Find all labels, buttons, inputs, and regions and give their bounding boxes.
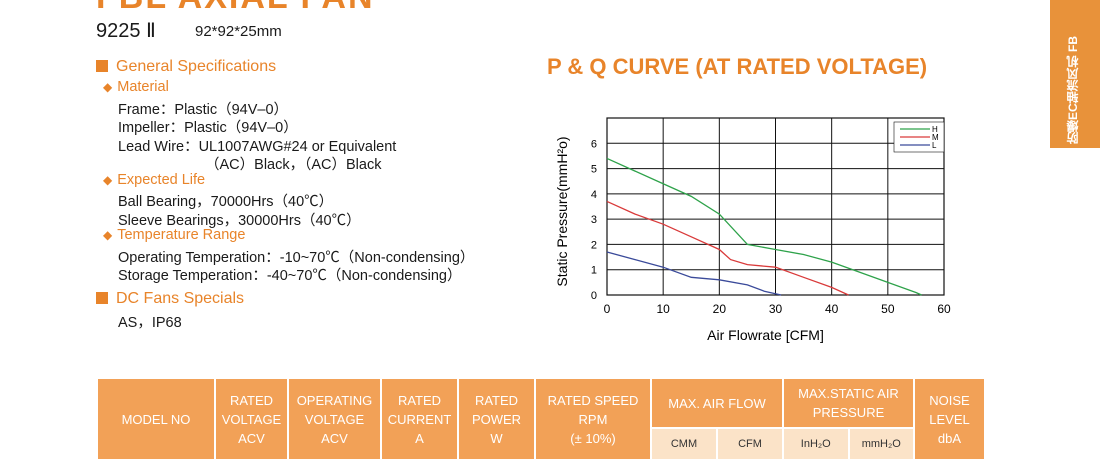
header-cell: MAX.STATIC AIR PRESSURE xyxy=(783,378,914,428)
sub-header-cell: CFM xyxy=(717,428,783,460)
spec-line: Sleeve Bearings，30000Hrs（40℃） xyxy=(118,212,361,229)
x-tick-label: 10 xyxy=(656,302,670,316)
header-line: OPERATING xyxy=(296,392,373,408)
header-cell-text: MAX. AIR FLOW xyxy=(668,394,766,413)
spec-line: Frame：Plastic（94V–0） xyxy=(118,101,289,118)
spec-line: Ball Bearing，70000Hrs（40℃） xyxy=(118,194,334,210)
spec-line: （AC）Black，（AC）Black xyxy=(205,157,382,173)
header-cell-text: OPERATING VOLTAGE ACV xyxy=(297,391,373,448)
x-tick-label: 60 xyxy=(937,302,951,316)
header-line: PRESSURE xyxy=(812,405,885,420)
header-cell-text: RATED CURRENT A xyxy=(388,391,452,448)
series-line xyxy=(606,251,782,296)
header-line: ACV xyxy=(321,430,348,446)
x-tick-label: 50 xyxy=(881,302,895,316)
y-tick-label: 2 xyxy=(591,239,597,251)
spec-line: Impeller：Plastic（94V–0） xyxy=(118,120,298,136)
header-cell: MODEL NO xyxy=(97,378,215,460)
header-line: ACV xyxy=(238,430,265,446)
header-cell-text: MODEL NO xyxy=(122,410,191,429)
section-heading: General Specifications xyxy=(96,58,276,76)
header-cell: RATED SPEED RPM (± 10%) xyxy=(535,378,651,460)
spec-line: Operating Temperation：-10~70℃（Non-conden… xyxy=(118,249,475,266)
spec-line: Storage Temperation：-40~70℃（Non-condensi… xyxy=(118,268,462,284)
header-line: MODEL NO xyxy=(121,411,191,427)
sub-heading: Temperature Range xyxy=(103,227,245,243)
legend-label: L xyxy=(932,141,937,150)
y-axis-label: Static Pressure(mmH²o) xyxy=(554,136,570,286)
model: 9225 Ⅱ xyxy=(96,20,156,42)
sub-header-cell: InH₂O xyxy=(783,428,849,460)
size: 92*92*25mm xyxy=(195,23,282,40)
header-cell-text: RATED POWER W xyxy=(472,391,521,448)
x-axis-label: Air Flowrate [CFM] xyxy=(707,327,824,343)
header-line: RATED SPEED xyxy=(547,392,639,408)
y-tick-label: 6 xyxy=(591,138,597,150)
header-cell-text: RATED SPEED RPM (± 10%) xyxy=(548,391,639,448)
x-tick-label: 30 xyxy=(769,302,783,316)
header-cell: RATED VOLTAGE ACV xyxy=(215,378,288,460)
legend-label: M xyxy=(932,133,939,142)
header-line: A xyxy=(415,430,424,446)
header-cell: OPERATING VOLTAGE ACV xyxy=(288,378,381,460)
sub-heading: Material xyxy=(103,79,169,95)
x-tick-label: 20 xyxy=(713,302,727,316)
header-cell-text: NOISE LEVEL dbA xyxy=(929,391,969,448)
title: FBL AXIAL FAN xyxy=(96,0,375,17)
header-line: VOLTAGE xyxy=(304,411,365,427)
sub-header-cell: CMM xyxy=(651,428,717,460)
page: {"header":{"title":"FBL AXIAL FAN","mode… xyxy=(0,0,1100,450)
spec-line: AS，IP68 xyxy=(118,314,182,331)
header-cell: MAX. AIR FLOW xyxy=(651,378,783,428)
y-tick-label: 3 xyxy=(591,214,597,226)
legend-label: H xyxy=(932,125,938,134)
header-line: RPM xyxy=(578,411,608,427)
side-tab: 防爆EC轴流风机 FB xyxy=(1050,0,1100,148)
y-tick-label: 1 xyxy=(591,265,597,277)
series-line xyxy=(606,200,849,296)
sub-heading: Expected Life xyxy=(103,172,205,188)
header-line: (± 10%) xyxy=(570,430,616,446)
header-line: POWER xyxy=(471,411,522,427)
series-line xyxy=(606,157,922,296)
header-line: MAX. AIR FLOW xyxy=(668,395,766,411)
spec-line: Lead Wire：UL1007AWG#24 or Equivalent xyxy=(118,138,397,155)
header-line: RATED xyxy=(474,392,519,408)
header-line: dbA xyxy=(937,430,962,446)
header-cell-text: RATED VOLTAGE ACV xyxy=(222,391,281,448)
header-cell-text: MAX.STATIC AIR PRESSURE xyxy=(798,384,899,422)
header-line: RATED xyxy=(397,392,442,408)
chart-title: P & Q CURVE (AT RATED VOLTAGE) xyxy=(547,54,928,79)
header-line: LEVEL xyxy=(929,411,970,427)
header-line: CURRENT xyxy=(387,411,452,427)
header-cell: NOISE LEVEL dbA xyxy=(914,378,985,460)
section-heading: DC Fans Specials xyxy=(96,290,244,308)
y-tick-label: 0 xyxy=(591,290,597,302)
x-tick-label: 40 xyxy=(825,302,839,316)
header-cell: RATED POWER W xyxy=(458,378,535,460)
header-line: W xyxy=(490,430,503,446)
y-tick-label: 5 xyxy=(591,164,597,176)
header-line: RATED xyxy=(229,392,274,408)
header-line: NOISE xyxy=(929,392,970,408)
header-line: MAX.STATIC AIR xyxy=(798,386,899,401)
header-line: VOLTAGE xyxy=(221,411,282,427)
sub-header-cell: mmH₂O xyxy=(848,428,914,460)
x-tick-label: 0 xyxy=(604,302,611,316)
header-cell: RATED CURRENT A xyxy=(381,378,458,460)
y-tick-label: 4 xyxy=(591,189,597,201)
